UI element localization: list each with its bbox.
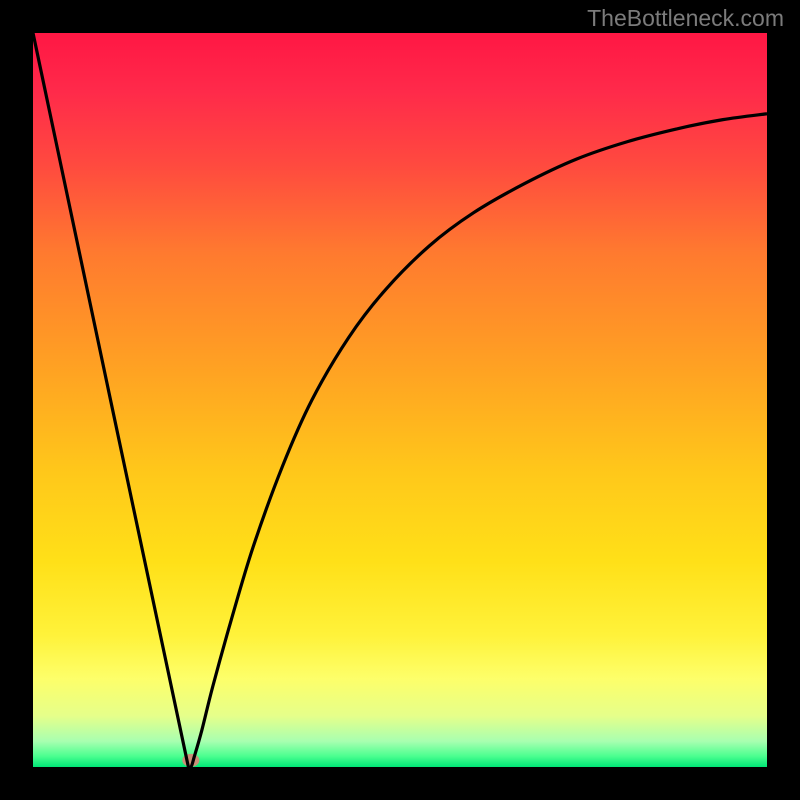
bottleneck-chart: [0, 0, 800, 800]
plot-background: [33, 33, 767, 767]
chart-container: TheBottleneck.com: [0, 0, 800, 800]
watermark-text: TheBottleneck.com: [587, 5, 784, 32]
